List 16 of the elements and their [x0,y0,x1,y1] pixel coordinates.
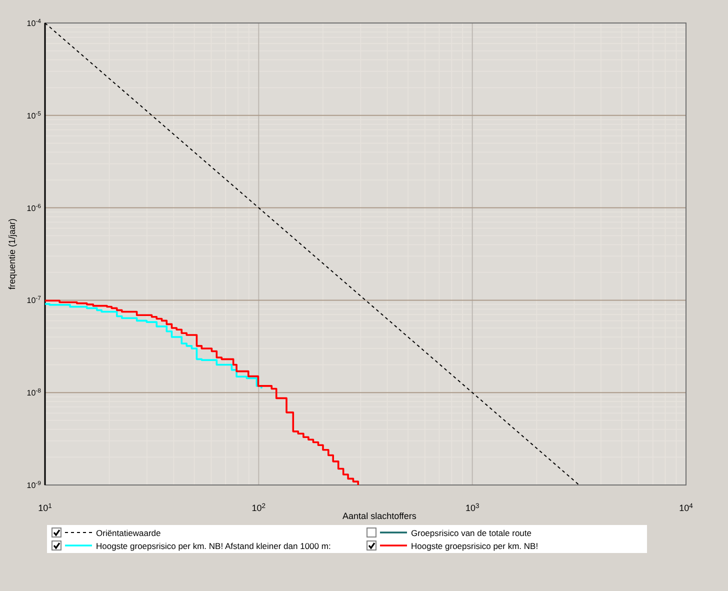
x-tick-label: 10$^{1}$ [38,502,52,513]
legend-label: Hoogste groepsrisico per km. NB! Afstand kleiner dan 1000 m: [96,541,331,551]
y-axis-title: frequentie (1/jaar) [7,218,17,290]
y-tick-label: 10$^{-7}$ [26,295,42,306]
x-tick-label: 10$^{4}$ [679,502,694,513]
y-tick-label: 10$^{-8}$ [26,388,42,398]
x-tick-label: 10$^{2}$ [252,502,266,513]
legend-label: Hoogste groepsrisico per km. NB! [411,541,538,551]
y-tick-label: 10$^{-5}$ [26,110,42,120]
x-tick-label: 10$^{3}$ [465,502,480,513]
y-tick-label: 10$^{-6}$ [26,202,42,213]
y-tick-label: 10$^{-9}$ [26,480,42,490]
legend-label: Groepsrisico van de totale route [411,528,532,538]
x-axis-title: Aantal slachtoffers [342,511,417,521]
y-tick-label: 10$^{-4}$ [26,18,42,28]
legend-label: Oriëntatiewaarde [96,528,161,538]
